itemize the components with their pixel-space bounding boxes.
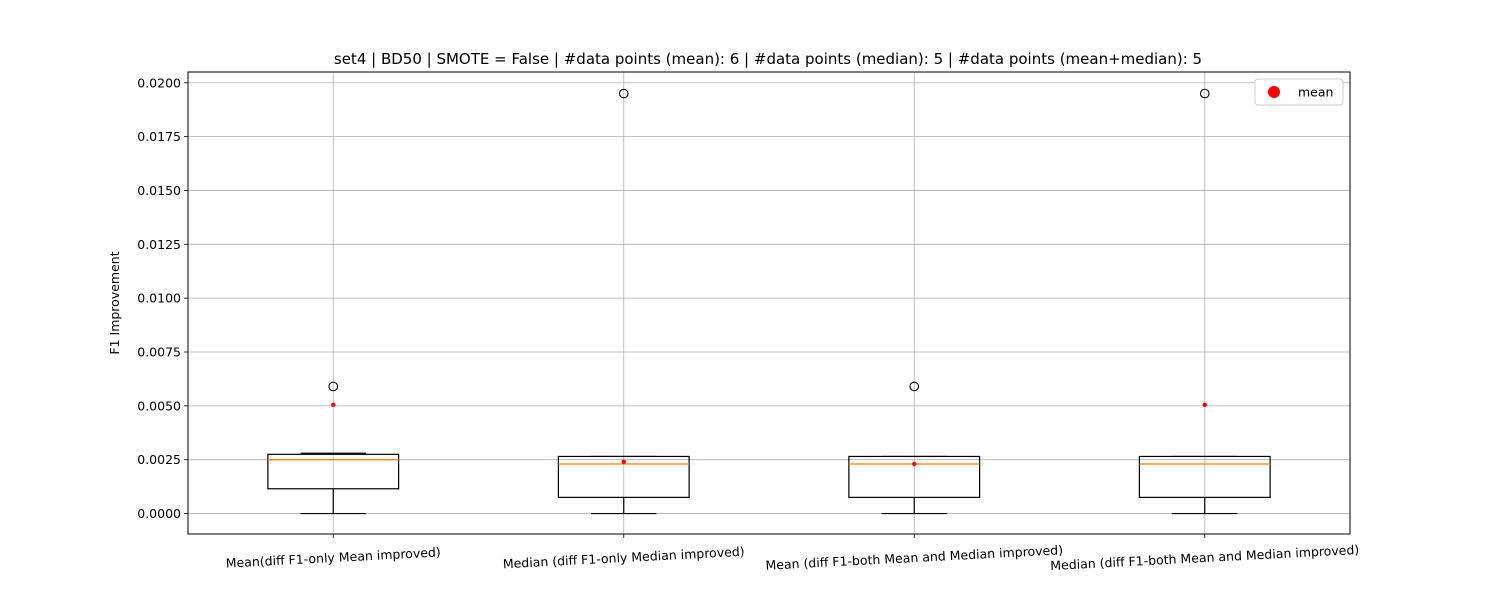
y-axis-ticks: 0.0000 0.0025 0.0050 0.0075 0.0100 0.0125 0.01… xyxy=(137,75,188,521)
box-group xyxy=(848,381,981,515)
outlier-point xyxy=(328,381,339,392)
box-iqr xyxy=(267,453,400,490)
grid-lines xyxy=(188,72,1350,534)
x-tick-label: Median (diff F1-only Median improved) xyxy=(502,544,745,572)
y-tick-label: 0.0125 xyxy=(137,237,181,252)
y-tick-label: 0.0200 xyxy=(137,75,181,90)
box-iqr xyxy=(848,455,981,498)
y-tick-label: 0.0025 xyxy=(137,452,181,467)
box-group xyxy=(267,381,400,515)
plot-frame xyxy=(187,71,1351,535)
x-tick-label: Mean (diff F1-both Mean and Median impro… xyxy=(765,542,1063,573)
y-tick-label: 0.0050 xyxy=(137,398,181,413)
outlier-point xyxy=(618,88,629,99)
box-iqr xyxy=(557,455,690,498)
outlier-point xyxy=(909,381,920,392)
mean-point xyxy=(331,402,336,407)
x-tick-label: Median (diff F1-both Mean and Median imp… xyxy=(1050,542,1360,573)
box-iqr xyxy=(1138,455,1271,498)
y-tick-label: 0.0075 xyxy=(137,345,181,360)
mean-point xyxy=(621,459,626,465)
y-axis-label: F1 Improvement xyxy=(107,251,122,354)
y-tick-label: 0.0150 xyxy=(137,183,181,198)
outlier-point xyxy=(1199,88,1210,99)
legend-mean-label: mean xyxy=(1298,85,1333,100)
boxes xyxy=(267,88,1271,515)
mean-point xyxy=(1202,402,1207,407)
y-tick-label: 0.0100 xyxy=(137,291,181,306)
legend-mean-marker xyxy=(1268,86,1280,98)
y-tick-label: 0.0000 xyxy=(137,506,181,521)
x-axis-ticks: Mean(diff F1-only Mean improved) Median (… xyxy=(225,534,1360,573)
legend-box xyxy=(1254,78,1344,106)
box-group xyxy=(557,88,690,515)
box-group xyxy=(1138,88,1271,515)
x-tick-label: Mean(diff F1-only Mean improved) xyxy=(225,544,441,570)
mean-point xyxy=(912,461,917,467)
legend: mean xyxy=(1254,78,1344,106)
y-tick-label: 0.0175 xyxy=(137,129,181,144)
chart-title: set4 | BD50 | SMOTE = False | #data poin… xyxy=(334,50,1202,68)
